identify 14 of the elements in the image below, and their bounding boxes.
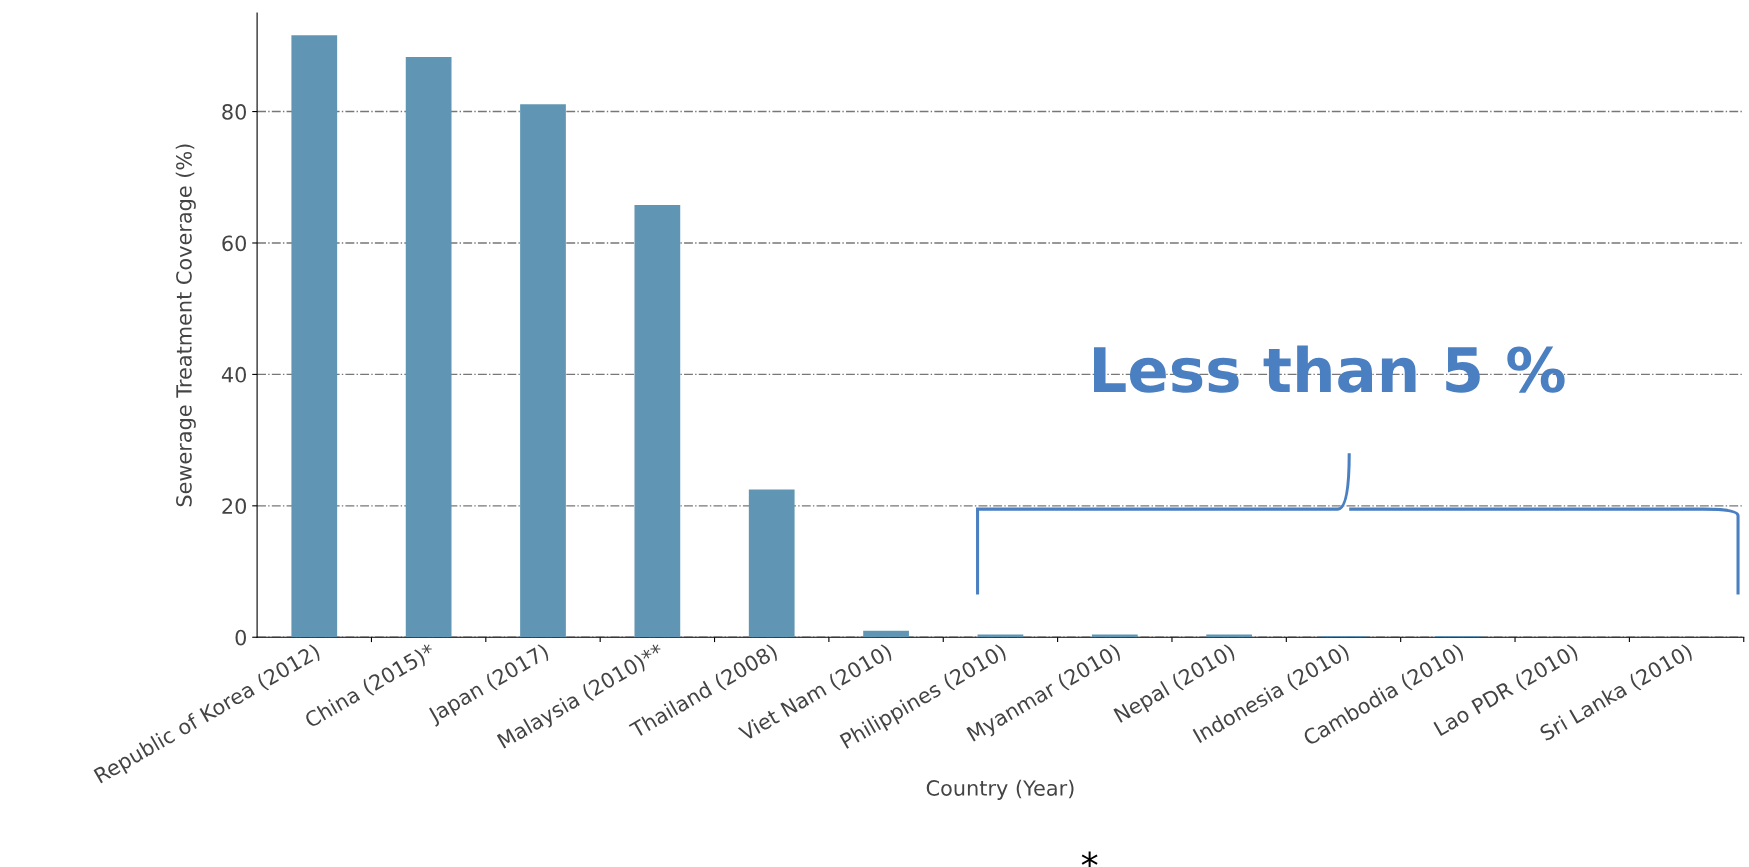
bar (748, 489, 795, 638)
bar (291, 35, 338, 638)
y-tick-label: 60 (222, 235, 246, 252)
text: * (1081, 851, 1098, 867)
bar (634, 204, 681, 638)
bar (863, 630, 909, 638)
x-axis-title: Country (Year) (926, 779, 1074, 800)
bar (405, 57, 452, 638)
y-tick-label: 20 (222, 498, 246, 515)
y-tick-label: 80 (222, 104, 246, 120)
y-tick-label: 40 (221, 366, 246, 383)
y-axis-title: Sewerage Treatment Coverage (%) (175, 144, 196, 507)
y-tick-label: 0 (235, 629, 246, 646)
bar (520, 104, 566, 638)
